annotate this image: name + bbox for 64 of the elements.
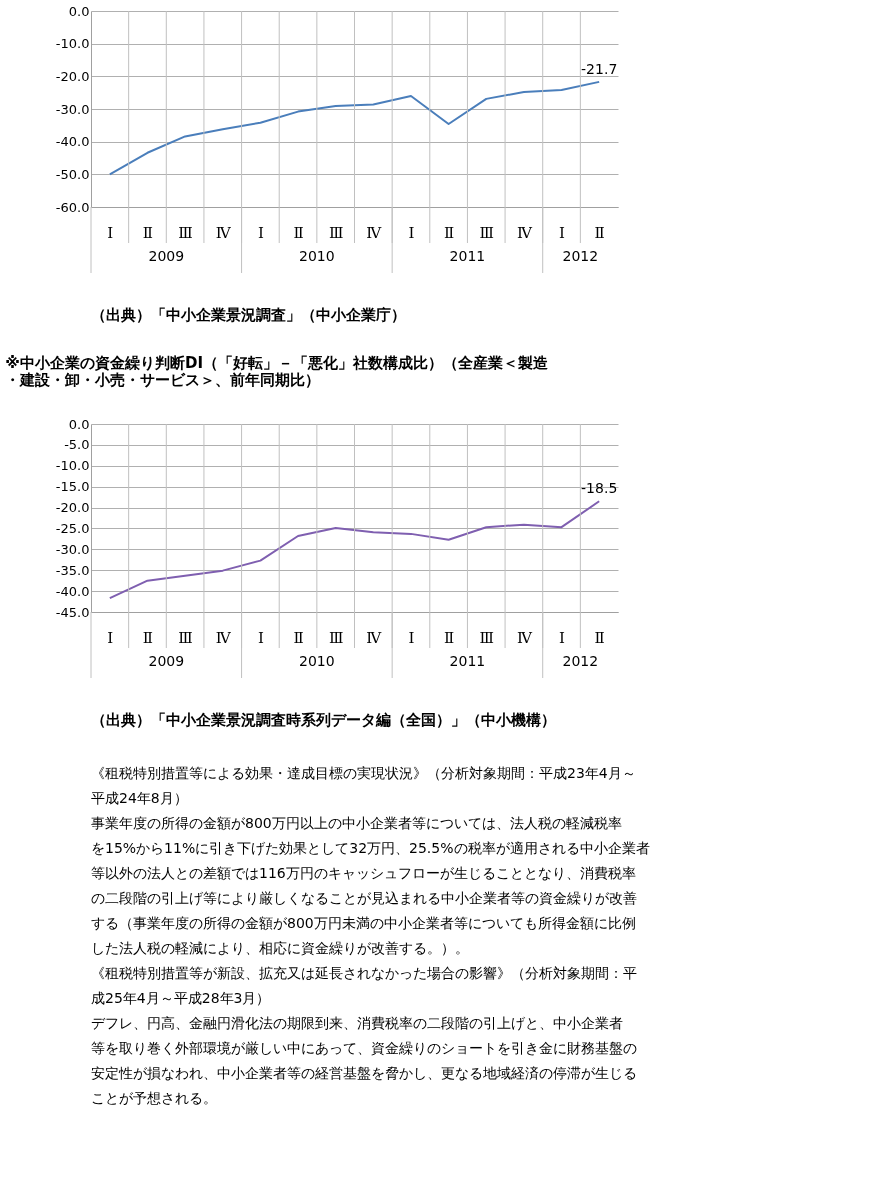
y-tick-label: -15.0 [55, 479, 90, 495]
text: 2010 [299, 653, 335, 669]
x-tick-label: Ⅰ [257, 223, 264, 242]
text: 2012 [562, 248, 599, 264]
text: 2009 [148, 248, 185, 264]
text: （出典）「中小企業景況調査時系列データ編（全国）」（中小機構） [91, 711, 556, 729]
x-tick-label: Ⅲ [178, 223, 193, 242]
text: 2011 [449, 653, 486, 669]
x-tick-label: Ⅳ [516, 628, 533, 647]
x-tick-label: Ⅳ [366, 628, 383, 647]
x-tick-label: Ⅱ [293, 223, 304, 242]
text: 《租税特別措置等が新設、拡充又は延長されなかった場合の影響》（分析対象期間：平成25年4月～平成28年3月） [91, 964, 637, 1006]
x-tick-label: Ⅳ [366, 223, 383, 242]
x-tick-label: Ⅱ [444, 223, 455, 242]
y-tick-label: -40.0 [55, 134, 90, 150]
line-series [108, 80, 601, 176]
x-tick-label: Ⅲ [479, 223, 494, 242]
x-tick-label: Ⅱ [142, 223, 154, 242]
y-tick-label: -35.0 [55, 562, 90, 578]
y-tick-label: -50.0 [55, 166, 90, 182]
x-tick-label: Ⅰ [257, 628, 264, 647]
text: （出典）「中小企業景況調査」（中小企業庁） [91, 306, 406, 324]
x-tick-label: Ⅰ [107, 223, 114, 242]
chart-title: ※中小企業の資金繰り判断DI（「好転」－「悪化」社数構成比）（全産業＜製造・建設・卸・小売・サービス＞、前年同期比） [5, 354, 549, 389]
y-tick-label: -60.0 [55, 199, 90, 215]
x-tick-label: Ⅰ [107, 628, 114, 647]
y-tick-label: -5.0 [64, 437, 90, 453]
x-tick-label: Ⅱ [594, 223, 605, 242]
y-tick-label: 0.0 [68, 3, 90, 19]
y-tick-label: 0.0 [68, 416, 90, 432]
text: 事業年度の所得の金額が800万円以上の中小企業者等については、法人税の軽減税率を15%から11%に引き下げた効果として32万円、25.5%の税率が適用される中小企業者等以外の法人との差額では116万円のキャッシュフローが生じることとなり、消費税率の二段階の引上げ等により厳しくなることが見込まれる中小企業者等の資金繰りが改善する（事業年度の所得の金額が800万円未満の中小企業者等についても所得金額に比例した法人税の軽減により、相応に資金繰りが改善する。）。 [91, 814, 650, 956]
text: デフレ、円高、金融円滑化法の期限到来、消費税率の二段階の引上げと、中小企業者等を取り巻く外部環境が厳しい中にあって、資金繰りのショートを引き金に財務基盤の安定性が損なわれ、中小企業者等の経営基盤を脅かし、更なる地域経済の停滞が生じることが予想される。 [91, 1014, 637, 1106]
x-tick-label: Ⅲ [328, 223, 344, 242]
y-tick-label: -45.0 [55, 604, 90, 620]
x-tick-label: Ⅱ [293, 628, 304, 647]
y-tick-label: -10.0 [55, 458, 90, 474]
x-tick-label: Ⅰ [559, 628, 566, 647]
y-tick-label: -20.0 [55, 68, 90, 84]
x-tick-label: Ⅳ [215, 223, 232, 242]
text: 《租税特別措置等による効果・達成目標の実現状況》（分析対象期間：平成23年4月～平成24年8月） [91, 764, 636, 806]
x-tick-label: Ⅲ [328, 628, 344, 647]
x-tick-label: Ⅳ [516, 223, 533, 242]
text: 2009 [148, 653, 185, 669]
x-tick-label: Ⅱ [594, 628, 605, 647]
y-tick-label: -20.0 [55, 500, 90, 516]
x-tick-label: Ⅲ [479, 628, 494, 647]
text: 2011 [449, 248, 486, 264]
y-tick-label: -30.0 [55, 541, 90, 557]
x-tick-label: Ⅰ [408, 223, 415, 242]
y-tick-label: -30.0 [55, 101, 90, 117]
text: 2010 [299, 248, 335, 264]
data-label: -21.7 [581, 60, 618, 77]
data-label: -18.5 [581, 480, 618, 497]
x-tick-label: Ⅱ [142, 628, 154, 647]
x-tick-label: Ⅰ [559, 223, 566, 242]
x-tick-label: Ⅳ [215, 628, 232, 647]
line-series [108, 500, 601, 600]
text: 2012 [562, 653, 599, 669]
x-tick-label: Ⅲ [178, 628, 193, 647]
x-tick-label: Ⅰ [408, 628, 415, 647]
x-tick-label: Ⅱ [444, 628, 455, 647]
y-tick-label: -40.0 [55, 583, 90, 599]
y-tick-label: -25.0 [55, 520, 90, 536]
y-tick-label: -10.0 [55, 36, 90, 52]
